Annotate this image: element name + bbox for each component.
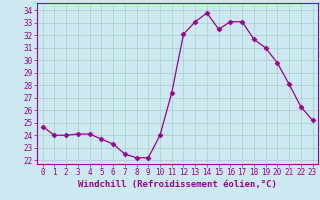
X-axis label: Windchill (Refroidissement éolien,°C): Windchill (Refroidissement éolien,°C) (78, 180, 277, 189)
